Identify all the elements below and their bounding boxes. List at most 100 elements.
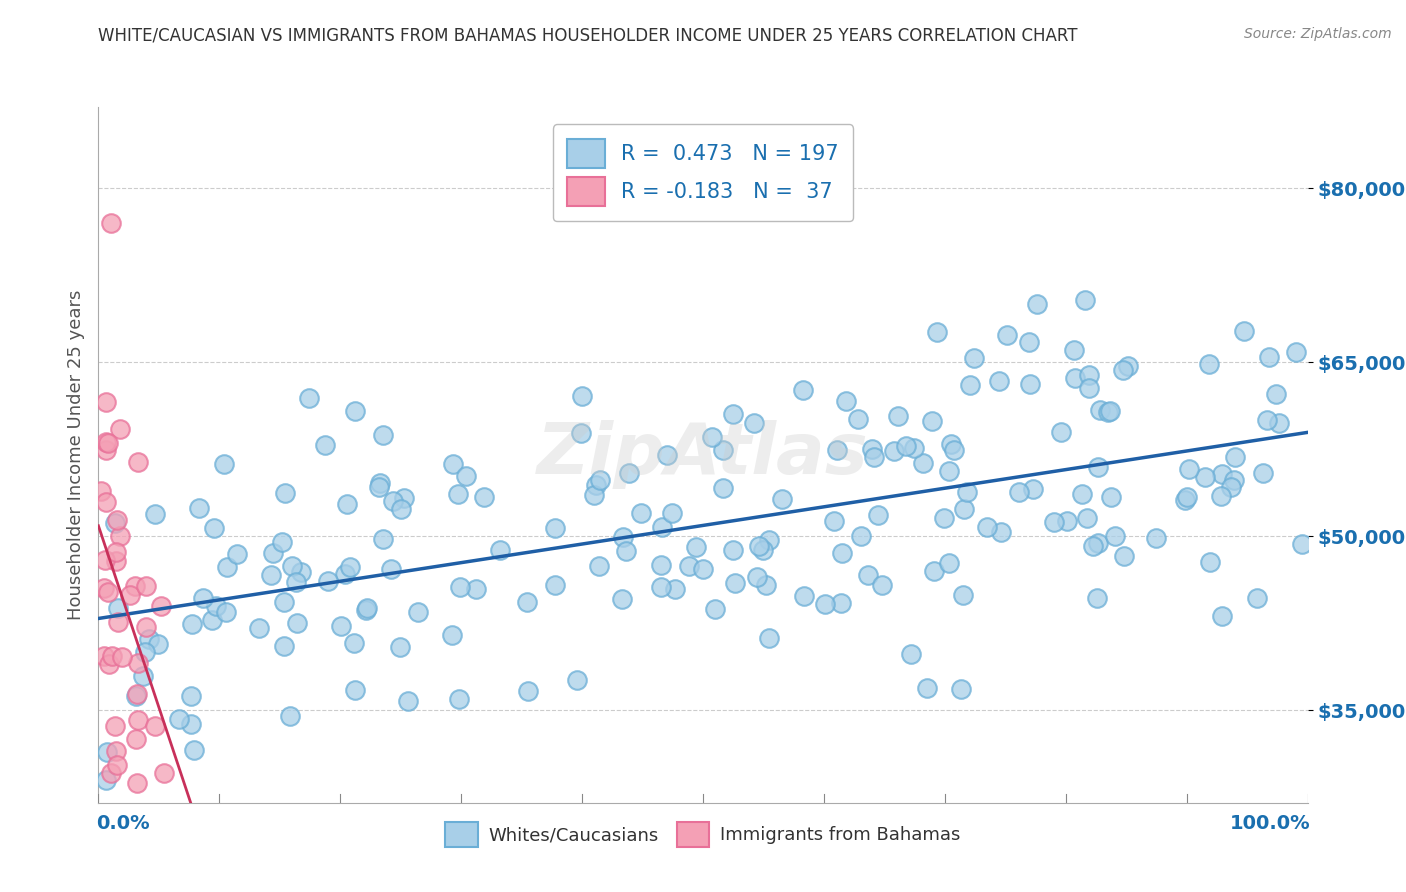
Point [1211,467,1233,481]
Point [105,512,128,526]
Point [96,772,118,787]
Point [138,632,160,646]
Point [770,492,793,507]
Point [281,558,304,573]
Point [278,709,301,723]
Text: 100.0%: 100.0% [1229,814,1310,833]
Point [262,546,284,560]
Point [614,544,637,558]
Point [863,450,886,464]
Point [146,637,169,651]
Point [447,486,470,500]
Point [868,508,890,523]
Point [1088,403,1111,417]
Point [284,574,307,589]
Point [380,562,402,576]
Point [1081,539,1104,553]
Point [260,567,283,582]
Point [612,530,634,544]
Point [1087,536,1109,550]
Point [1223,473,1246,487]
Point [134,645,156,659]
Point [758,533,780,548]
Point [1258,350,1281,364]
Point [1076,511,1098,525]
Point [721,407,744,421]
Point [93,648,115,663]
Point [1021,482,1043,496]
Point [1220,480,1243,494]
Point [100,216,122,230]
Point [896,439,918,453]
Point [181,617,204,632]
Point [314,438,336,452]
Point [107,615,129,629]
Point [792,383,814,397]
Point [721,543,744,558]
Point [124,579,146,593]
Point [921,414,943,428]
Point [849,529,872,543]
Point [751,542,773,557]
Point [1112,549,1135,563]
Point [1097,405,1119,419]
Point [153,766,176,780]
Point [125,776,148,790]
Point [98,657,121,671]
Point [742,416,765,430]
Point [201,613,224,627]
Point [661,506,683,520]
Point [449,580,471,594]
Point [650,558,672,572]
Point [441,457,464,471]
Point [927,325,949,339]
Point [285,616,308,631]
Point [870,578,893,592]
Point [959,377,981,392]
Point [274,486,297,500]
Point [585,478,607,492]
Point [290,565,312,579]
Point [650,580,672,594]
Point [191,591,214,606]
Point [1070,487,1092,501]
Point [1199,555,1222,569]
Point [472,490,495,504]
Point [1018,335,1040,350]
Point [90,484,112,499]
Point [630,506,652,520]
Point [990,524,1012,539]
Point [610,591,633,606]
Point [449,692,471,706]
Point [96,745,118,759]
Text: Source: ZipAtlas.com: Source: ZipAtlas.com [1244,27,1392,41]
Point [1223,450,1246,464]
Point [589,473,612,487]
Point [1251,466,1274,480]
Point [273,595,295,609]
Y-axis label: Householder Income Under 25 years: Householder Income Under 25 years [66,290,84,620]
Point [150,599,173,613]
Point [825,442,848,457]
Point [215,605,238,619]
Point [396,694,419,708]
Point [93,553,115,567]
Point [664,582,686,596]
Point [382,493,405,508]
Point [465,582,488,597]
Point [963,351,986,365]
Point [544,521,567,535]
Text: ZipAtlas: ZipAtlas [537,420,869,490]
Point [440,628,463,642]
Point [1104,528,1126,542]
Point [356,603,378,617]
Point [108,529,131,543]
Point [1198,357,1220,371]
Point [887,409,910,423]
Point [118,588,141,602]
Point [204,599,226,613]
Point [655,448,678,462]
Point [834,393,856,408]
Point [1178,462,1201,476]
Point [104,744,127,758]
